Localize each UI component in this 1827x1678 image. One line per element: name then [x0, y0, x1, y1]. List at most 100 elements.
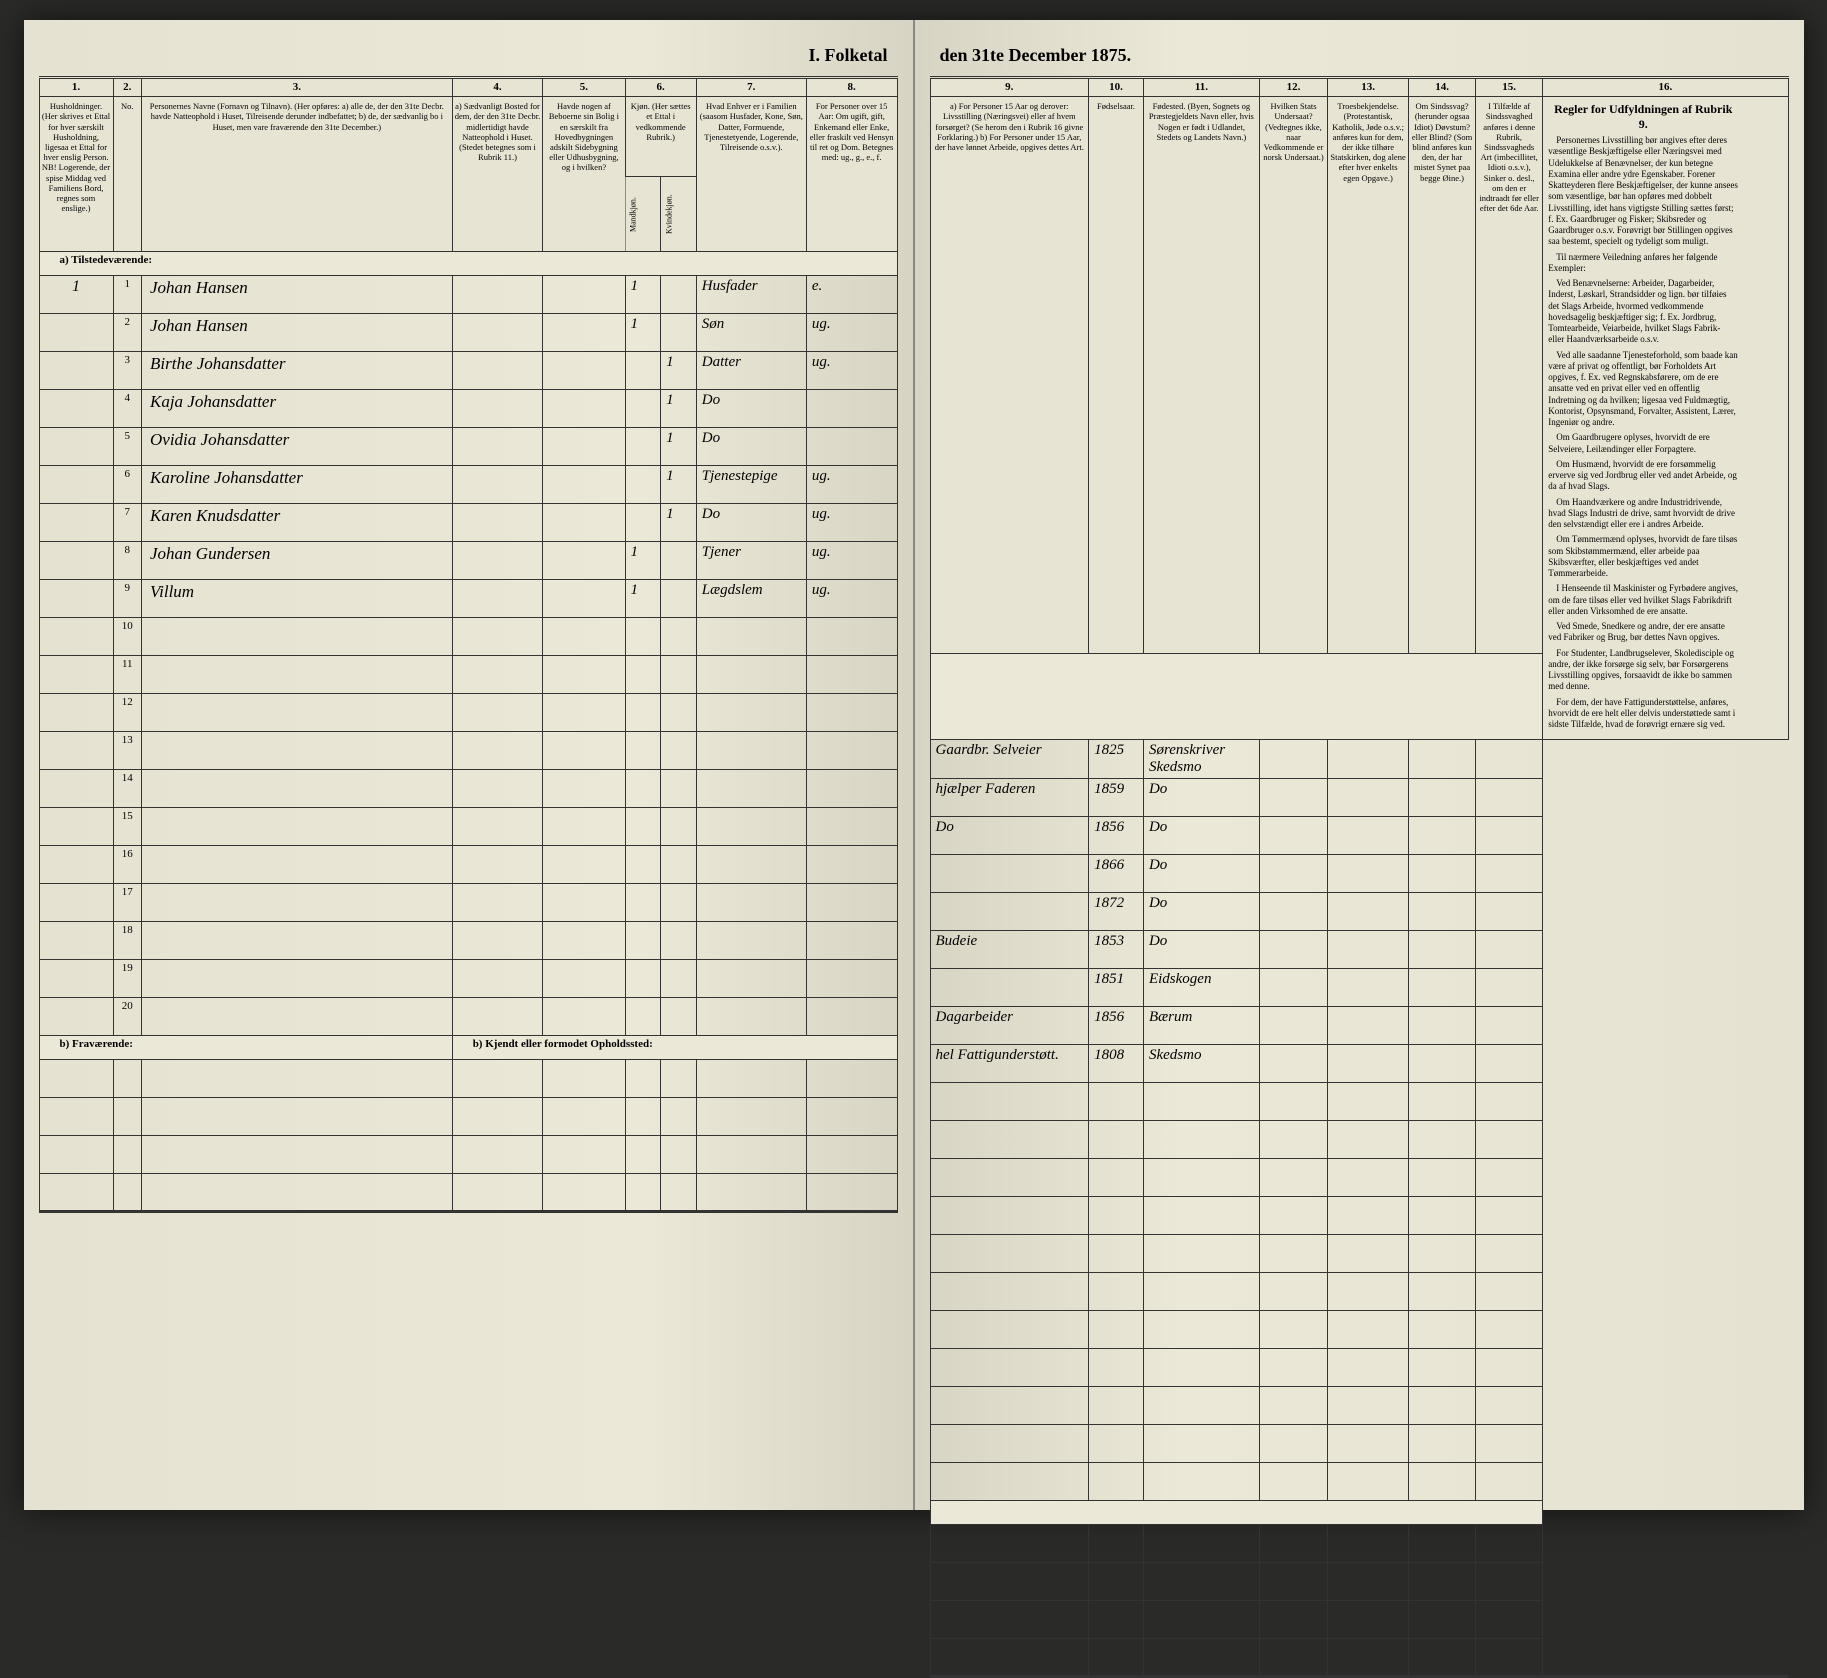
- row-num: 3: [113, 352, 141, 390]
- table-row: 18: [39, 922, 897, 960]
- table-row: [930, 1159, 1788, 1197]
- birthplace: Eidskogen: [1143, 969, 1259, 1007]
- rules-column: Regler for Udfyldningen af Rubrik 9. Per…: [1543, 97, 1743, 739]
- sex-f: 1: [661, 352, 697, 390]
- occupation: hel Fattigunderstøtt.: [930, 1045, 1089, 1083]
- col13: [1328, 893, 1409, 931]
- col5: [543, 580, 625, 618]
- person-name: Villum: [142, 580, 453, 618]
- household-num: [39, 390, 113, 428]
- occupation: [930, 893, 1089, 931]
- family-pos: Lægdslem: [696, 580, 806, 618]
- col13: [1328, 779, 1409, 817]
- row-num: 15: [113, 808, 141, 846]
- birth-year: 1856: [1089, 1007, 1144, 1045]
- table-row: Dagarbeider1856Bærum: [930, 1007, 1788, 1045]
- col13: [1328, 817, 1409, 855]
- row-num: 1: [113, 276, 141, 314]
- occupation: Dagarbeider: [930, 1007, 1089, 1045]
- person-name: Johan Gundersen: [142, 542, 453, 580]
- colnum-16: 16.: [1543, 78, 1788, 97]
- col4: [452, 352, 543, 390]
- row-num: 17: [113, 884, 141, 922]
- row-num: 6: [113, 466, 141, 504]
- occupation: Budeie: [930, 931, 1089, 969]
- row-num: 9: [113, 580, 141, 618]
- col14: [1409, 893, 1476, 931]
- col4: [452, 390, 543, 428]
- sex-m: [625, 352, 661, 390]
- col5: [543, 352, 625, 390]
- hdr-5: Havde nogen af Beboerne sin Bolig i en s…: [543, 97, 625, 252]
- sex-f: [661, 276, 697, 314]
- row-num: 11: [113, 656, 141, 694]
- rules-paragraph: Personernes Livsstilling bør angives eft…: [1548, 135, 1738, 248]
- table-row: 17: [39, 884, 897, 922]
- hdr-10: Fødselsaar.: [1089, 97, 1144, 654]
- household-num: [39, 504, 113, 542]
- sex-m: 1: [625, 542, 661, 580]
- birthplace: Do: [1143, 931, 1259, 969]
- col14: [1409, 817, 1476, 855]
- colnum-15: 15.: [1476, 78, 1543, 97]
- col4: [452, 314, 543, 352]
- census-table-right: 9. 10. 11. 12. 13. 14. 15. 16. a) For Pe…: [930, 76, 1789, 1678]
- civil-status: [806, 428, 897, 466]
- table-row: 14: [39, 770, 897, 808]
- col4: [452, 542, 543, 580]
- col12: [1259, 779, 1327, 817]
- table-row: 4Kaja Johansdatter1Do: [39, 390, 897, 428]
- occupation: Do: [930, 817, 1089, 855]
- birth-year: 1853: [1089, 931, 1144, 969]
- table-row: 12: [39, 694, 897, 732]
- row-num: 13: [113, 732, 141, 770]
- col5: [543, 390, 625, 428]
- birthplace: Do: [1143, 779, 1259, 817]
- civil-status: ug.: [806, 504, 897, 542]
- occupation: [930, 855, 1089, 893]
- table-row: 6Karoline Johansdatter1Tjenestepigeug.: [39, 466, 897, 504]
- person-name: Ovidia Johansdatter: [142, 428, 453, 466]
- person-name: Karen Knudsdatter: [142, 504, 453, 542]
- col12: [1259, 817, 1327, 855]
- table-row: Budeie1853Do: [930, 931, 1788, 969]
- row-num: 20: [113, 998, 141, 1036]
- household-num: [39, 580, 113, 618]
- col13: [1328, 969, 1409, 1007]
- hdr-4: a) Sædvanligt Bosted for dem, der den 31…: [452, 97, 543, 252]
- page-title-left: I. Folketal: [39, 45, 898, 66]
- section-b: b) Fraværende:: [39, 1036, 452, 1060]
- hdr-14: Om Sindssvag? (herunder ogsaa Idiot) Døv…: [1409, 97, 1476, 654]
- table-row: 3Birthe Johansdatter1Datterug.: [39, 352, 897, 390]
- table-row: Gaardbr. Selveier1825Sørenskriver Skedsm…: [930, 740, 1788, 779]
- col13: [1328, 931, 1409, 969]
- table-row: 5Ovidia Johansdatter1Do: [39, 428, 897, 466]
- col5: [543, 542, 625, 580]
- col12: [1259, 893, 1327, 931]
- table-row: [930, 1387, 1788, 1425]
- table-row: 20: [39, 998, 897, 1036]
- birth-year: 1866: [1089, 855, 1144, 893]
- sex-f: 1: [661, 466, 697, 504]
- row-num: 8: [113, 542, 141, 580]
- household-num: [39, 542, 113, 580]
- occupation: Gaardbr. Selveier: [930, 740, 1089, 779]
- col14: [1409, 931, 1476, 969]
- table-row: 1851Eidskogen: [930, 969, 1788, 1007]
- colnum-12: 12.: [1259, 78, 1327, 97]
- sex-f: 1: [661, 504, 697, 542]
- household-num: [39, 314, 113, 352]
- col4: [452, 466, 543, 504]
- hdr-7: Hvad Enhver er i Familien (saasom Husfad…: [696, 97, 806, 252]
- table-row: [930, 1235, 1788, 1273]
- table-row: [930, 1463, 1788, 1501]
- table-row: 19: [39, 960, 897, 998]
- occupation: [930, 969, 1089, 1007]
- col5: [543, 428, 625, 466]
- civil-status: e.: [806, 276, 897, 314]
- birthplace: Do: [1143, 817, 1259, 855]
- colnum-1: 1.: [39, 78, 113, 97]
- row-num: 18: [113, 922, 141, 960]
- col4: [452, 504, 543, 542]
- col13: [1328, 855, 1409, 893]
